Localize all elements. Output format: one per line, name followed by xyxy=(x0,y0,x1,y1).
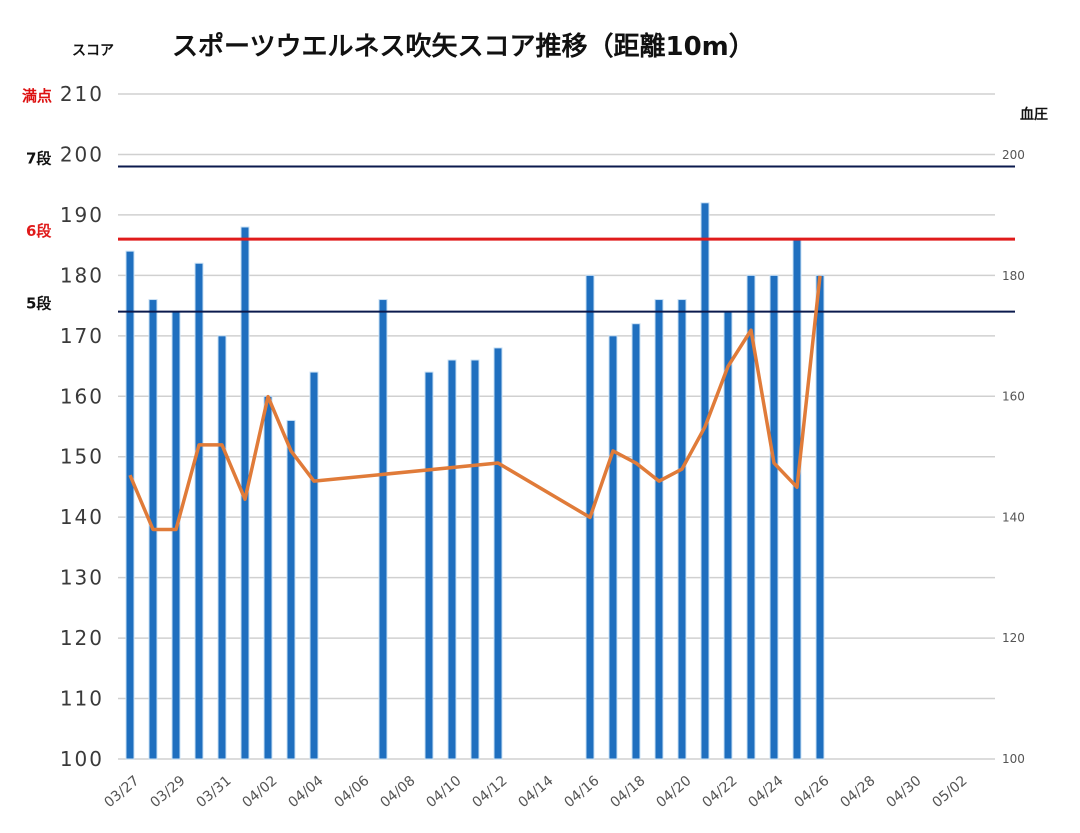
score-bar xyxy=(470,359,480,760)
y-tick-label: 130 xyxy=(60,566,104,590)
score-bar xyxy=(815,274,825,760)
score-bar xyxy=(700,202,710,760)
x-tick-label: 04/08 xyxy=(377,773,418,811)
score-bar xyxy=(125,250,135,760)
y-tick-label: 140 xyxy=(60,505,104,529)
score-bar xyxy=(378,299,388,760)
y-tick-label: 110 xyxy=(60,687,104,711)
x-tick-label: 04/18 xyxy=(607,773,648,811)
right-axis-ticks: 100 120 140 160 180 200 xyxy=(1002,148,1025,766)
x-tick-label: 04/26 xyxy=(791,773,832,811)
y2-tick-label: 160 xyxy=(1002,390,1025,404)
grade-label: 5段 xyxy=(26,295,51,313)
score-bar xyxy=(493,347,503,760)
score-bar xyxy=(286,419,296,760)
x-tick-label: 04/16 xyxy=(561,773,602,811)
y2-tick-label: 140 xyxy=(1002,510,1025,524)
chart-title: スポーツウエルネス吹矢スコア推移（距離10m） xyxy=(172,31,755,62)
y-tick-label: 170 xyxy=(60,324,104,348)
x-tick-label: 04/20 xyxy=(653,773,694,811)
blood-pressure-line xyxy=(128,275,822,532)
x-axis-ticks: 03/27 03/29 03/31 04/02 04/04 04/06 04/08 04/10… xyxy=(101,773,970,811)
x-tick-label: 03/31 xyxy=(193,773,234,811)
y-tick-label: 150 xyxy=(60,445,104,469)
y-tick-label: 160 xyxy=(60,384,104,408)
score-bar xyxy=(608,335,618,760)
y2-tick-label: 100 xyxy=(1002,752,1025,766)
grade-label: 6段 xyxy=(26,222,51,240)
x-tick-label: 04/14 xyxy=(515,773,556,811)
score-bar xyxy=(677,299,687,760)
score-bar xyxy=(447,359,457,760)
y-tick-label: 180 xyxy=(60,263,104,287)
score-bar xyxy=(424,371,434,760)
x-tick-label: 03/29 xyxy=(147,773,188,811)
x-tick-label: 04/22 xyxy=(699,773,740,811)
score-bar xyxy=(309,371,319,760)
x-tick-label: 05/02 xyxy=(929,773,970,811)
y2-tick-label: 200 xyxy=(1002,148,1025,162)
score-bar xyxy=(769,274,779,760)
y2-tick-label: 180 xyxy=(1002,269,1025,283)
blood-pressure-series xyxy=(128,275,822,532)
score-bar xyxy=(217,335,227,760)
grid-lines xyxy=(118,93,995,760)
grade-label: 7段 xyxy=(26,150,51,168)
right-axis-title: 血圧 xyxy=(1020,106,1048,123)
x-tick-label: 04/28 xyxy=(837,773,878,811)
x-tick-label: 04/10 xyxy=(423,773,464,811)
y-tick-label: 120 xyxy=(60,626,104,650)
x-tick-label: 04/06 xyxy=(331,773,372,811)
score-bar xyxy=(746,274,756,760)
score-bar xyxy=(194,262,204,760)
y-tick-label: 190 xyxy=(60,203,104,227)
score-bar xyxy=(171,311,181,760)
y2-tick-label: 120 xyxy=(1002,631,1025,645)
x-tick-label: 04/12 xyxy=(469,773,510,811)
full-score-label: 満点 xyxy=(22,87,52,105)
y-tick-label: 210 xyxy=(60,82,104,106)
score-bar xyxy=(792,238,802,760)
left-axis-title: スコア xyxy=(72,43,114,59)
score-bar xyxy=(263,395,273,760)
x-tick-label: 04/30 xyxy=(883,773,924,811)
x-tick-label: 04/02 xyxy=(239,773,280,811)
reference-lines: 満点 7段 6段 5段 xyxy=(22,87,1015,313)
score-bar xyxy=(723,311,733,760)
left-axis-ticks: 100 110 120 130 140 150 160 170 180 190 200 210 xyxy=(60,82,104,771)
x-tick-label: 04/04 xyxy=(285,773,326,811)
bars xyxy=(125,202,825,760)
x-tick-label: 04/24 xyxy=(745,773,786,811)
x-tick-label: 03/27 xyxy=(101,773,142,811)
y-tick-label: 100 xyxy=(60,747,104,771)
score-bar xyxy=(654,299,664,760)
y-tick-label: 200 xyxy=(60,142,104,166)
score-bar xyxy=(631,323,641,760)
